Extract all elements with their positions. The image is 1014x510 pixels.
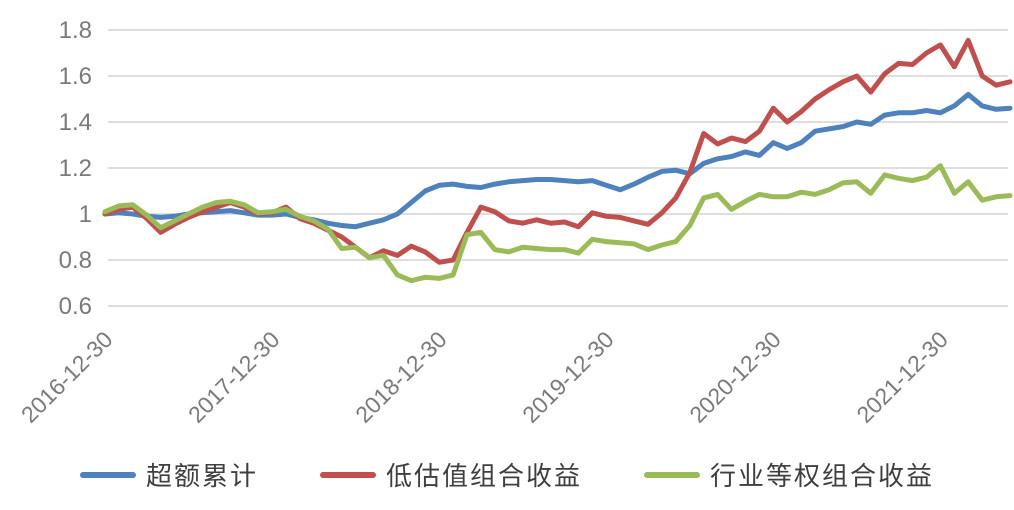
- y-axis-tick-labels: 0.6 0.8 1 1.2 1.4 1.6 1.8: [59, 17, 92, 320]
- x-axis-tick-label: 2016-12-30: [16, 326, 118, 428]
- y-axis-tick-label: 1: [79, 201, 92, 228]
- y-axis-tick-label: 1.2: [59, 155, 92, 182]
- legend-item-industry-equal-weight-portfolio: 行业等权组合收益: [644, 456, 934, 493]
- legend: 超额累计 低估值组合收益 行业等权组合收益: [0, 456, 1014, 493]
- legend-item-excess-cumulative: 超额累计: [79, 456, 258, 493]
- y-axis-tick-label: 0.8: [59, 247, 92, 274]
- x-axis-tick-labels: 2016-12-30 2017-12-30 2018-12-30 2019-12-30…: [16, 326, 953, 428]
- series-line-1: [102, 37, 1013, 265]
- y-axis-tick-label: 1.8: [59, 17, 92, 44]
- legend-item-low-valuation-portfolio: 低估值组合收益: [319, 456, 582, 493]
- x-axis-tick-label: 2020-12-30: [684, 326, 786, 428]
- x-axis-tick-label: 2017-12-30: [183, 326, 285, 428]
- y-axis-tick-label: 0.6: [59, 293, 92, 320]
- legend-swatch-blue-line: [79, 471, 136, 478]
- series-lines: [102, 37, 1013, 284]
- gridlines: [108, 29, 1008, 307]
- x-axis-tick-label: 2021-12-30: [851, 326, 953, 428]
- y-axis-tick-label: 1.4: [59, 109, 92, 136]
- legend-label: 行业等权组合收益: [710, 462, 935, 491]
- legend-label: 低估值组合收益: [385, 462, 582, 491]
- series-line-2: [102, 163, 1013, 284]
- legend-label: 超额累计: [145, 462, 258, 491]
- y-axis-tick-label: 1.6: [59, 63, 92, 90]
- legend-swatch-green-line: [644, 471, 700, 478]
- legend-swatch-red-line: [319, 471, 376, 478]
- x-axis-tick-label: 2018-12-30: [350, 326, 452, 428]
- x-axis-tick-label: 2019-12-30: [517, 326, 619, 428]
